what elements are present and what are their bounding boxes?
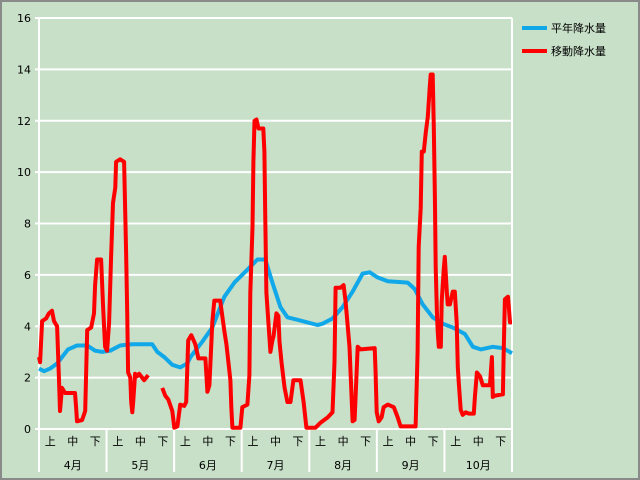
y-tick-label: 12	[17, 115, 31, 128]
period-label: 上	[247, 435, 258, 448]
series-lines	[37, 72, 513, 430]
y-tick-label: 0	[24, 423, 31, 436]
period-label: 下	[157, 435, 168, 448]
period-label: 下	[360, 435, 371, 448]
month-label: 7月	[267, 459, 285, 472]
period-label: 上	[315, 435, 326, 448]
moving-rainfall-line	[160, 72, 512, 430]
month-label: 4月	[64, 459, 82, 472]
y-tick-label: 16	[17, 12, 31, 25]
month-label: 6月	[199, 459, 217, 472]
gridlines	[35, 17, 513, 472]
period-label: 上	[45, 435, 56, 448]
y-tick-label: 14	[17, 63, 31, 76]
period-label: 上	[112, 435, 123, 448]
period-label: 下	[495, 435, 506, 448]
month-label: 9月	[402, 459, 420, 472]
period-label: 上	[180, 435, 191, 448]
y-tick-label: 2	[24, 372, 31, 385]
period-label: 中	[67, 435, 78, 448]
period-label: 下	[225, 435, 236, 448]
y-tick-label: 10	[17, 166, 31, 179]
period-label: 中	[405, 435, 416, 448]
y-axis-ticks: 0 2 4 6 8 10 12 14 16	[17, 12, 31, 436]
period-label: 下	[428, 435, 439, 448]
period-label: 中	[270, 435, 281, 448]
month-label: 10月	[466, 459, 491, 472]
y-tick-label: 8	[24, 218, 31, 231]
period-label: 中	[135, 435, 146, 448]
y-tick-label: 4	[24, 320, 31, 333]
y-tick-label: 6	[24, 269, 31, 282]
period-label: 上	[450, 435, 461, 448]
x-axis-categories: 上中下4月上中下5月上中下6月上中下7月上中下8月上中下9月上中下10月	[45, 435, 506, 472]
period-label: 下	[90, 435, 101, 448]
legend: 平年降水量 移動降水量	[522, 21, 606, 58]
month-label: 8月	[334, 459, 352, 472]
period-label: 中	[202, 435, 213, 448]
month-label: 5月	[131, 459, 149, 472]
period-label: 下	[293, 435, 304, 448]
period-label: 中	[338, 435, 349, 448]
legend-label-moving: 移動降水量	[551, 44, 606, 58]
period-label: 中	[473, 435, 484, 448]
period-label: 上	[383, 435, 394, 448]
moving-rainfall-line	[37, 157, 150, 424]
legend-label-normal: 平年降水量	[551, 21, 606, 35]
